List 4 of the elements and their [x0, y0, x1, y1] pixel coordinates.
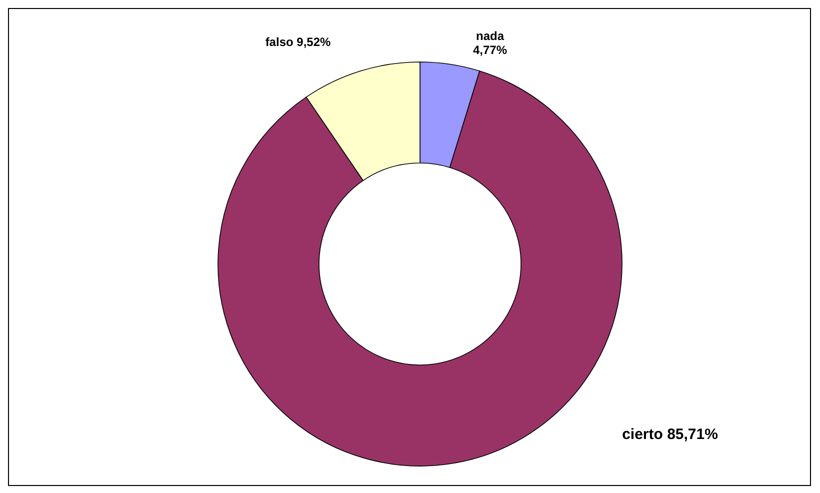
slice-label: cierto 85,71% [622, 426, 718, 443]
slice-label: nada [476, 29, 504, 43]
slice-label: falso 9,52% [265, 35, 332, 49]
data-label: 4,77% [472, 43, 508, 57]
